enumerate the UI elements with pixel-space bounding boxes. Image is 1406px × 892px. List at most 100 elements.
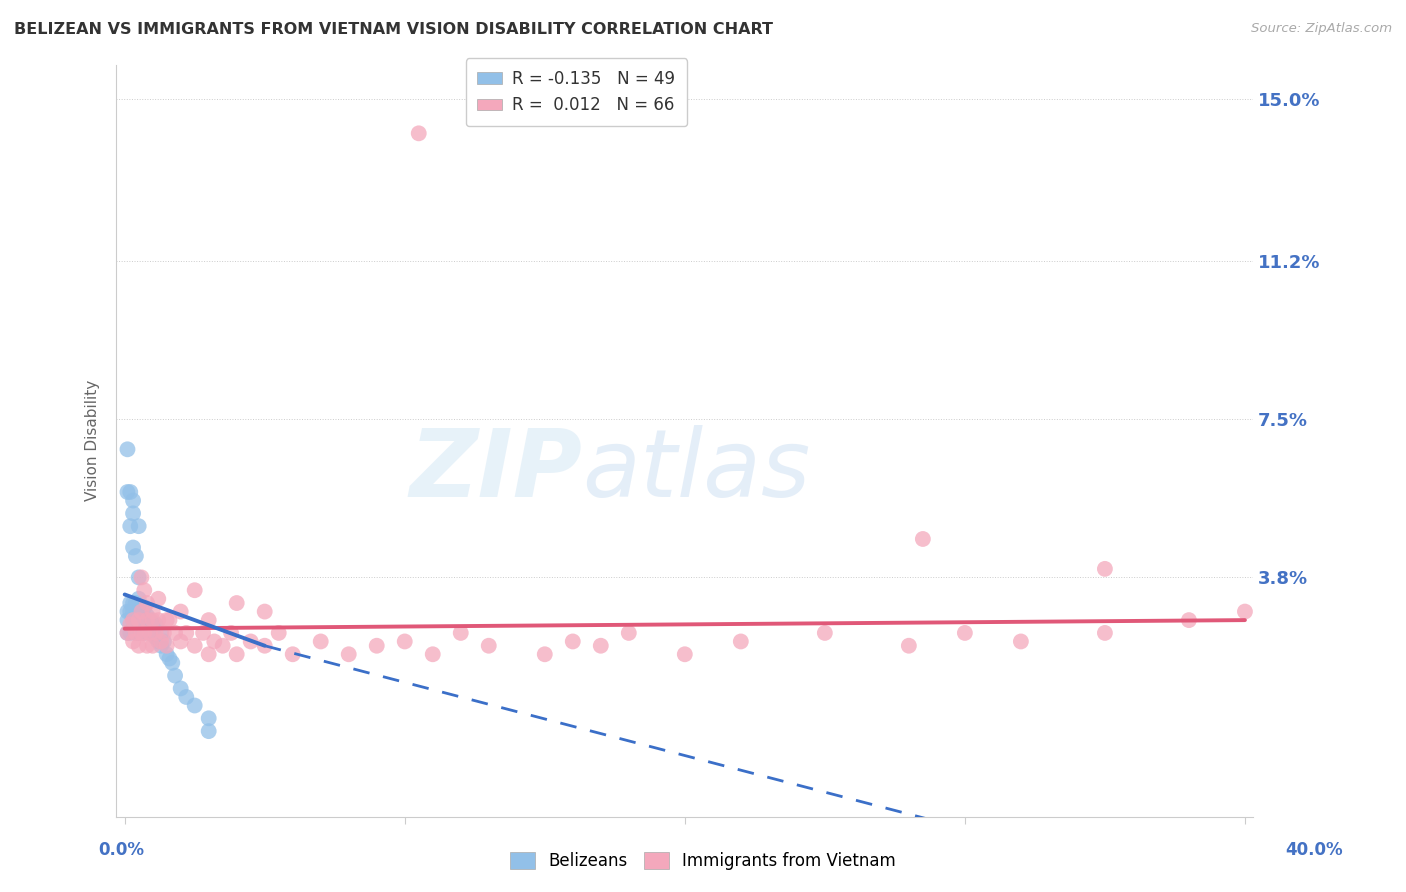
Point [134, 583, 156, 598]
Point [170, 605, 193, 619]
Point [153, 626, 176, 640]
Point [128, 639, 150, 653]
Point [120, 617, 142, 632]
Point [117, 442, 139, 457]
Point [145, 630, 167, 644]
Point [309, 634, 332, 648]
Point [148, 591, 170, 606]
Point [150, 639, 173, 653]
Text: 0.0%: 0.0% [98, 840, 145, 858]
Point [253, 639, 276, 653]
Point [139, 626, 162, 640]
Point [139, 626, 162, 640]
Point [1178, 613, 1201, 627]
Point [897, 639, 920, 653]
Point [142, 605, 165, 619]
Point [150, 634, 173, 648]
Legend: R = -0.135   N = 49, R =  0.012   N = 66: R = -0.135 N = 49, R = 0.012 N = 66 [465, 58, 688, 126]
Point [122, 493, 145, 508]
Point [122, 605, 145, 619]
Point [450, 626, 472, 640]
Point [159, 651, 181, 665]
Point [136, 596, 159, 610]
Point [120, 626, 142, 640]
Point [183, 639, 205, 653]
Point [117, 485, 139, 500]
Legend: Belizeans, Immigrants from Vietnam: Belizeans, Immigrants from Vietnam [503, 845, 903, 877]
Point [134, 626, 156, 640]
Point [225, 647, 247, 661]
Point [153, 634, 176, 648]
Point [128, 570, 150, 584]
Point [165, 626, 187, 640]
Point [911, 532, 934, 546]
Point [191, 626, 214, 640]
Point [131, 600, 153, 615]
Text: ZIP: ZIP [409, 425, 582, 516]
Point [197, 724, 219, 739]
Point [120, 519, 142, 533]
Point [142, 626, 165, 640]
Point [125, 626, 148, 640]
Point [953, 626, 976, 640]
Point [120, 596, 142, 610]
Point [122, 541, 145, 555]
Point [183, 583, 205, 598]
Point [1233, 605, 1256, 619]
Point [159, 613, 181, 627]
Point [122, 622, 145, 636]
Point [131, 605, 153, 619]
Point [162, 656, 184, 670]
Point [122, 613, 145, 627]
Point [122, 634, 145, 648]
Point [211, 639, 233, 653]
Point [128, 519, 150, 533]
Text: atlas: atlas [582, 425, 811, 516]
Point [156, 647, 179, 661]
Point [122, 507, 145, 521]
Point [1094, 626, 1116, 640]
Point [156, 613, 179, 627]
Point [1094, 562, 1116, 576]
Point [120, 485, 142, 500]
Point [136, 639, 159, 653]
Point [142, 617, 165, 632]
Point [394, 634, 416, 648]
Point [197, 613, 219, 627]
Point [1010, 634, 1032, 648]
Point [150, 626, 173, 640]
Point [267, 626, 290, 640]
Point [617, 626, 640, 640]
Point [125, 626, 148, 640]
Point [136, 608, 159, 623]
Point [533, 647, 555, 661]
Point [165, 668, 187, 682]
Point [673, 647, 696, 661]
Point [134, 600, 156, 615]
Point [239, 634, 262, 648]
Point [281, 647, 304, 661]
Point [117, 626, 139, 640]
Point [125, 549, 148, 563]
Point [219, 626, 242, 640]
Point [197, 711, 219, 725]
Point [128, 613, 150, 627]
Point [131, 626, 153, 640]
Point [128, 591, 150, 606]
Point [366, 639, 388, 653]
Point [136, 613, 159, 627]
Point [183, 698, 205, 713]
Point [148, 634, 170, 648]
Point [142, 613, 165, 627]
Text: BELIZEAN VS IMMIGRANTS FROM VIETNAM VISION DISABILITY CORRELATION CHART: BELIZEAN VS IMMIGRANTS FROM VIETNAM VISI… [14, 22, 773, 37]
Point [134, 626, 156, 640]
Point [131, 570, 153, 584]
Point [156, 639, 179, 653]
Point [148, 613, 170, 627]
Point [170, 634, 193, 648]
Point [131, 622, 153, 636]
Point [225, 596, 247, 610]
Point [128, 613, 150, 627]
Point [122, 613, 145, 627]
Point [139, 613, 162, 627]
